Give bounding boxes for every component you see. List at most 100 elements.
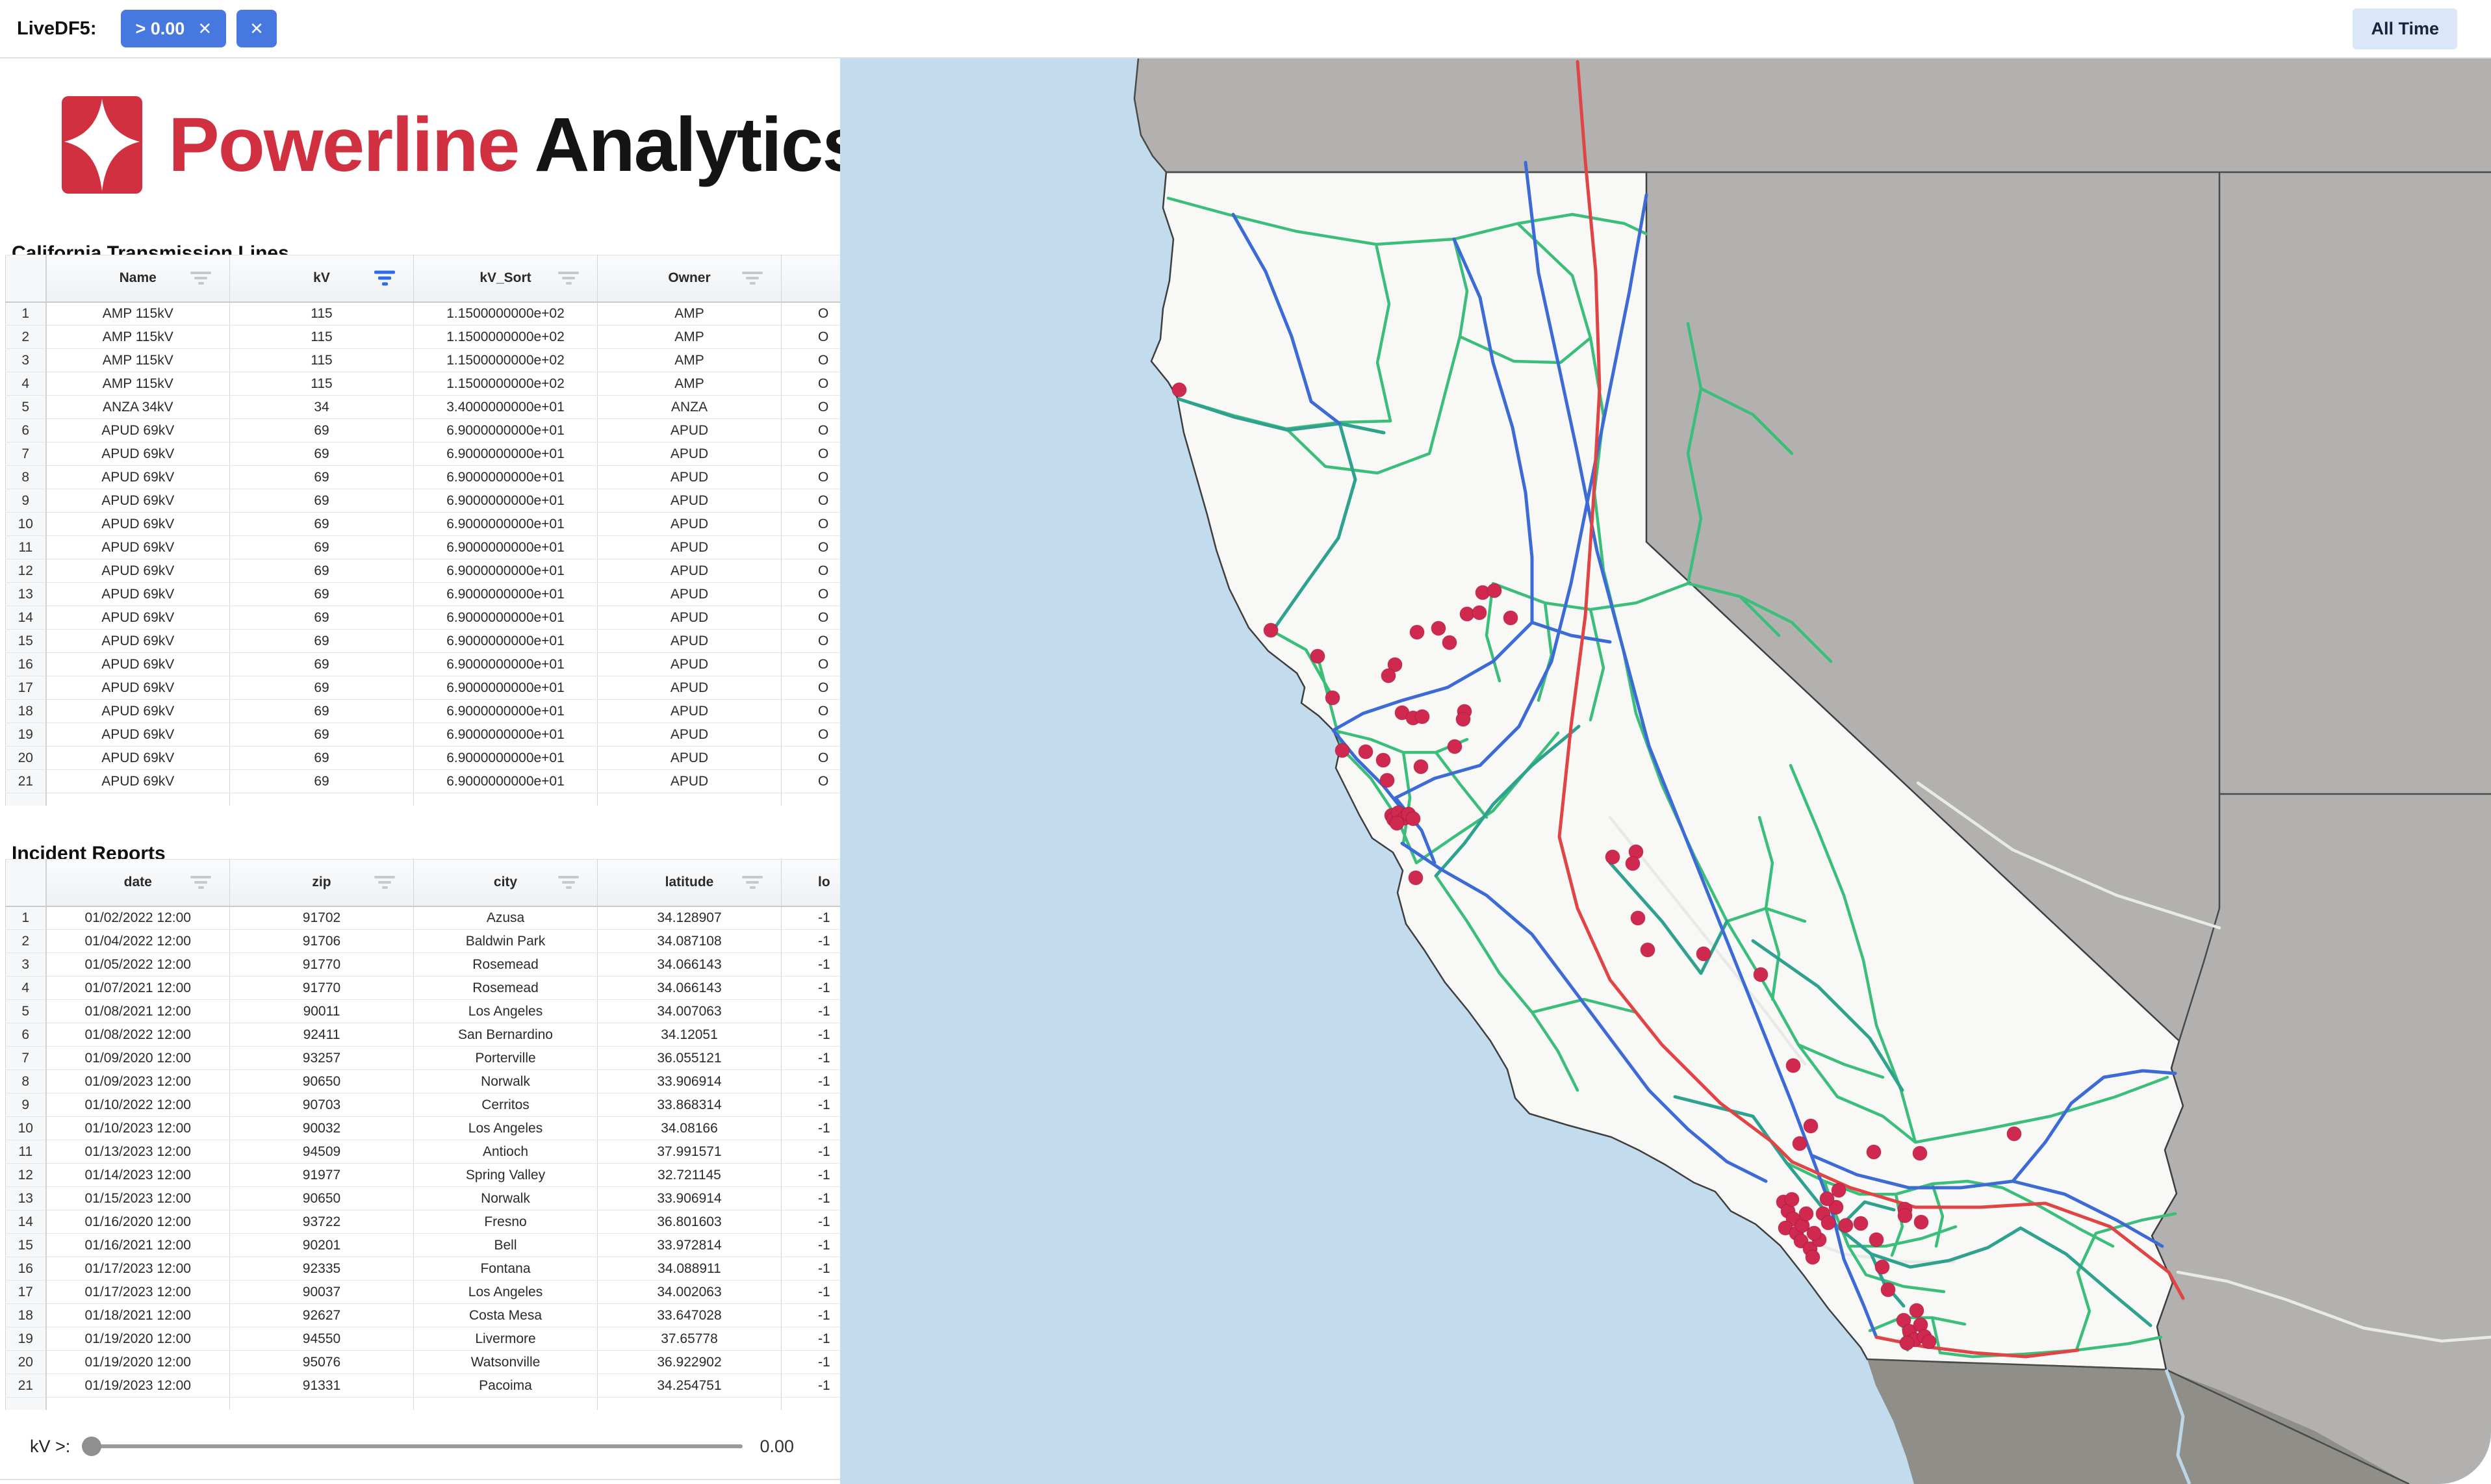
incident-dot[interactable] <box>1869 1232 1884 1247</box>
column-header-zip[interactable]: zip <box>229 859 414 907</box>
table-cell[interactable]: O <box>781 676 840 700</box>
filter-icon[interactable] <box>374 876 395 889</box>
table-cell[interactable]: AMP 115kV <box>45 301 230 326</box>
incident-dot[interactable] <box>1375 752 1391 768</box>
table-cell[interactable]: 90037 <box>229 1280 414 1304</box>
table-cell[interactable]: APUD <box>597 442 782 466</box>
table-cell[interactable]: APUD <box>597 746 782 770</box>
table-cell[interactable]: 6.9000000000e+01 <box>413 652 598 676</box>
table-cell[interactable]: 6.9000000000e+01 <box>413 582 598 606</box>
table-cell[interactable]: -1 <box>781 1350 840 1374</box>
table-cell[interactable]: O <box>781 652 840 676</box>
table-cell[interactable]: 6.9000000000e+01 <box>413 442 598 466</box>
incident-dot[interactable] <box>1640 942 1655 958</box>
table-cell[interactable]: 1.1500000000e+02 <box>413 301 598 326</box>
table-cell[interactable]: APUD <box>597 512 782 536</box>
table-cell[interactable]: 3.4000000000e+01 <box>413 395 598 419</box>
table-cell[interactable]: 37.65778 <box>597 1327 782 1351</box>
table-cell[interactable]: O <box>781 395 840 419</box>
incident-dot[interactable] <box>1625 856 1641 871</box>
table-cell[interactable]: APUD 69kV <box>45 746 230 770</box>
column-header-kV_Sort[interactable]: kV_Sort <box>413 255 598 303</box>
table-cell[interactable]: 91770 <box>229 976 414 1000</box>
table-cell[interactable]: 90703 <box>229 1093 414 1117</box>
table-cell[interactable]: Los Angeles <box>413 1116 598 1140</box>
table-row[interactable]: 12 01/14/2023 12:00 91977 Spring Valley 32.7… <box>5 1163 840 1187</box>
table-cell[interactable]: 94550 <box>229 1327 414 1351</box>
incident-dot[interactable] <box>1753 967 1769 982</box>
table-cell[interactable]: Spring Valley <box>413 1163 598 1187</box>
table-cell[interactable]: 94509 <box>229 1140 414 1164</box>
table-cell[interactable]: -1 <box>781 953 840 977</box>
filter-icon[interactable] <box>190 876 211 889</box>
table-row[interactable]: 20 01/19/2020 12:00 95076 Watsonville 36.922… <box>5 1350 840 1374</box>
table-cell[interactable]: 93257 <box>229 1046 414 1070</box>
table-cell[interactable]: -1 <box>781 1210 840 1234</box>
table-row[interactable]: 21 01/19/2023 12:00 91331 Pacoima 34.254751-… <box>5 1374 840 1398</box>
table-cell[interactable]: Fresno <box>413 1210 598 1234</box>
incident-dot[interactable] <box>1897 1208 1913 1223</box>
table-cell[interactable]: -1 <box>781 906 840 930</box>
incident-dot[interactable] <box>1414 709 1430 724</box>
table-cell[interactable]: AMP <box>597 348 782 372</box>
incident-dot[interactable] <box>1853 1216 1869 1231</box>
table-cell[interactable]: 69 <box>229 723 414 747</box>
incident-dot[interactable] <box>1798 1206 1814 1222</box>
table-cell[interactable]: 34.12051 <box>597 1023 782 1047</box>
table-cell[interactable]: Fontana <box>413 1257 598 1281</box>
table-cell[interactable]: 01/19/2020 12:00 <box>45 1350 230 1374</box>
incident-dot[interactable] <box>1381 668 1396 684</box>
table-cell[interactable]: 6.9000000000e+01 <box>413 535 598 559</box>
table-cell[interactable]: 90650 <box>229 1186 414 1210</box>
table-row[interactable]: 7 01/09/2020 12:00 93257 Porterville 36.0551… <box>5 1046 840 1070</box>
table-row[interactable]: 13 01/15/2023 12:00 90650 Norwalk 33.906914-… <box>5 1186 840 1210</box>
incident-dot[interactable] <box>1405 811 1421 826</box>
table-cell[interactable]: 69 <box>229 512 414 536</box>
table-cell[interactable]: Watsonville <box>413 1350 598 1374</box>
filter-icon[interactable] <box>558 272 579 285</box>
table-cell[interactable]: O <box>781 489 840 513</box>
table-cell[interactable]: AMP <box>597 372 782 396</box>
table-cell[interactable]: 32.721145 <box>597 1163 782 1187</box>
incident-dot[interactable] <box>1792 1136 1808 1151</box>
kv-slider-handle[interactable] <box>82 1437 102 1456</box>
incident-dot[interactable] <box>1828 1199 1844 1215</box>
table-cell[interactable]: APUD <box>597 629 782 653</box>
incident-dot[interactable] <box>2006 1126 2022 1142</box>
table-cell[interactable]: Baldwin Park <box>413 929 598 953</box>
table-cell[interactable]: -1 <box>781 1163 840 1187</box>
table-cell[interactable]: 115 <box>229 301 414 326</box>
table-cell[interactable]: Azusa <box>413 906 598 930</box>
table-cell[interactable]: 69 <box>229 582 414 606</box>
column-header-city[interactable]: city <box>413 859 598 907</box>
table-row[interactable]: 17 01/17/2023 12:00 90037 Los Angeles 34.002… <box>5 1280 840 1304</box>
table-cell[interactable]: APUD 69kV <box>45 418 230 442</box>
filter-chip-gt-0[interactable]: > 0.00 ✕ <box>121 10 227 47</box>
table-cell[interactable]: Livermore <box>413 1327 598 1351</box>
california-map[interactable] <box>840 58 2491 1484</box>
table-cell[interactable]: 95076 <box>229 1350 414 1374</box>
table-cell[interactable]: 69 <box>229 489 414 513</box>
close-icon[interactable]: ✕ <box>249 18 264 38</box>
table-cell[interactable]: 01/10/2022 12:00 <box>45 1093 230 1117</box>
column-header-Name[interactable]: Name <box>45 255 230 303</box>
table-cell[interactable]: AMP 115kV <box>45 325 230 349</box>
table-cell[interactable]: AMP <box>597 325 782 349</box>
incident-dot[interactable] <box>1921 1334 1937 1350</box>
table-cell[interactable]: 92335 <box>229 1257 414 1281</box>
table-cell[interactable]: O <box>781 746 840 770</box>
incident-dot[interactable] <box>1912 1145 1928 1161</box>
table-cell[interactable]: 36.055121 <box>597 1046 782 1070</box>
incident-dot[interactable] <box>1899 1335 1915 1351</box>
incident-dot[interactable] <box>1431 620 1446 636</box>
table-row[interactable]: 13 APUD 69kV 69 6.9000000000e+01 APUD O <box>5 582 840 606</box>
table-row[interactable]: 4 AMP 115kV 115 1.1500000000e+02 AMP O <box>5 372 840 396</box>
table-cell[interactable]: -1 <box>781 976 840 1000</box>
table-row[interactable]: 6 01/08/2022 12:00 92411 San Bernardino 34.1… <box>5 1023 840 1047</box>
table-cell[interactable]: 92411 <box>229 1023 414 1047</box>
table-cell[interactable]: 91702 <box>229 906 414 930</box>
incident-dot[interactable] <box>1605 849 1620 865</box>
table-cell[interactable]: 69 <box>229 769 414 793</box>
table-cell[interactable]: APUD <box>597 723 782 747</box>
table-cell[interactable]: 69 <box>229 652 414 676</box>
